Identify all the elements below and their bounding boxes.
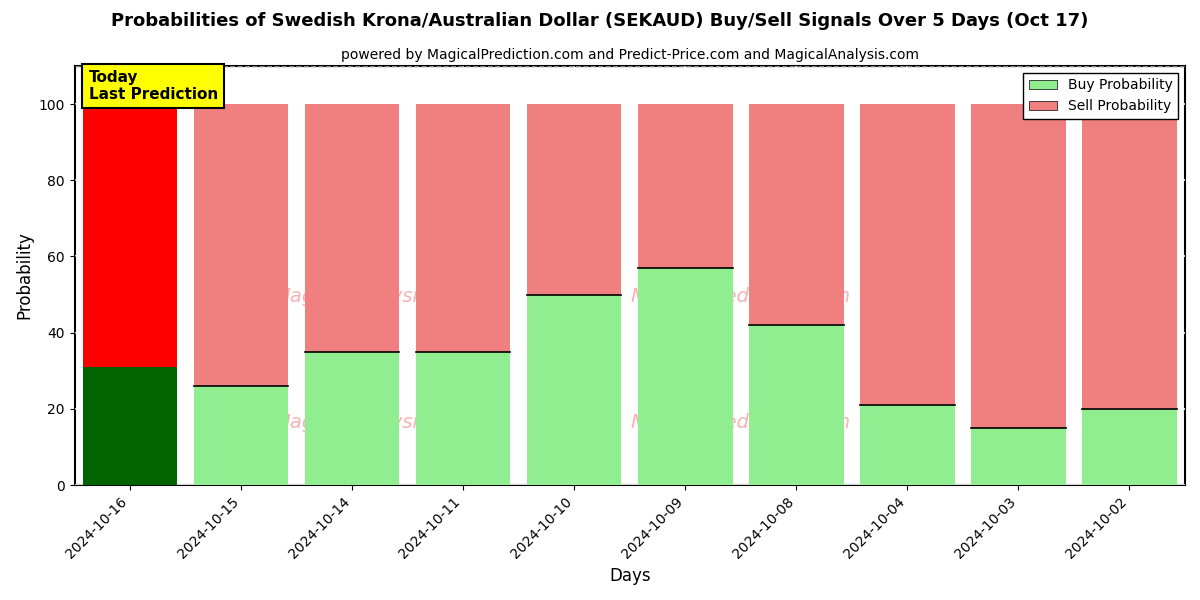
Bar	[194, 104, 288, 386]
Legend: Buy Probability, Sell Probability: Buy Probability, Sell Probability	[1024, 73, 1178, 119]
Text: Today
Last Prediction: Today Last Prediction	[89, 70, 217, 102]
Text: MagicalAnalysis.com: MagicalAnalysis.com	[274, 413, 476, 432]
Bar	[527, 104, 622, 295]
Bar	[83, 367, 178, 485]
Text: MagicalPrediction.com: MagicalPrediction.com	[631, 413, 851, 432]
Bar	[194, 386, 288, 485]
Bar	[860, 405, 955, 485]
Title: powered by MagicalPrediction.com and Predict-Price.com and MagicalAnalysis.com: powered by MagicalPrediction.com and Pre…	[341, 48, 919, 62]
Bar	[83, 104, 178, 367]
Y-axis label: Probability: Probability	[16, 232, 34, 319]
Text: MagicalAnalysis.com: MagicalAnalysis.com	[274, 287, 476, 306]
Bar	[1082, 104, 1177, 409]
Bar	[749, 104, 844, 325]
Bar	[527, 295, 622, 485]
Bar	[1082, 409, 1177, 485]
Text: Probabilities of Swedish Krona/Australian Dollar (SEKAUD) Buy/Sell Signals Over : Probabilities of Swedish Krona/Australia…	[112, 12, 1088, 30]
Bar	[971, 104, 1066, 428]
Bar	[416, 352, 510, 485]
Bar	[749, 325, 844, 485]
Bar	[638, 104, 732, 268]
Bar	[971, 428, 1066, 485]
X-axis label: Days: Days	[610, 567, 650, 585]
Bar	[305, 104, 400, 352]
Bar	[638, 268, 732, 485]
Text: MagicalPrediction.com: MagicalPrediction.com	[631, 287, 851, 306]
Bar	[416, 104, 510, 352]
Bar	[860, 104, 955, 405]
Bar	[305, 352, 400, 485]
